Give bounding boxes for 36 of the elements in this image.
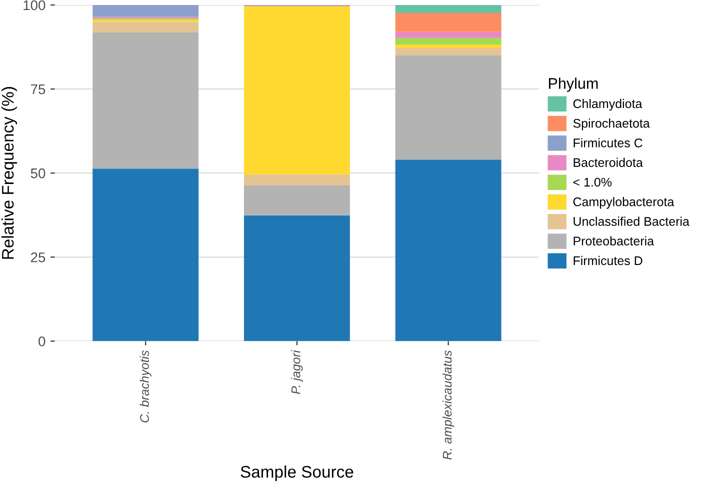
y-tick-label: 75 [30, 84, 46, 94]
x-tick-label: P. jagori [291, 350, 303, 394]
legend-label: Firmicutes C [574, 138, 642, 148]
bar [92, 22, 199, 33]
bar [395, 44, 502, 48]
legend-label: Spirochaetota [573, 118, 650, 130]
y-tick-label: 25 [30, 252, 46, 262]
legend-label: Unclassified Bacteria [574, 216, 690, 226]
bar [395, 38, 502, 45]
bar [92, 168, 199, 342]
x-tick-label: R. amplexicaudatus [442, 350, 454, 460]
y-tick-label: 0 [38, 336, 46, 346]
legend-label: Campylobacterota [573, 197, 674, 209]
legend-label: Firmicutes D [574, 256, 642, 266]
legend-label: Bacteroidota [574, 158, 643, 167]
bar [395, 13, 502, 32]
bar [244, 215, 350, 342]
bar [244, 6, 350, 174]
bar [395, 48, 502, 56]
legend-title: Phylum [548, 78, 598, 92]
legend-label: < 1.0% [573, 178, 612, 187]
bar [395, 55, 502, 160]
y-axis-title: Relative Frequency (%) [1, 87, 17, 259]
x-tick-label: C. brachyotis [140, 350, 152, 422]
legend-label: Chlamydiota [573, 98, 642, 111]
bar [244, 174, 350, 186]
bar [395, 160, 502, 342]
y-tick-label: 100 [24, 0, 46, 10]
bar [395, 32, 502, 38]
y-tick-label: 50 [30, 168, 46, 178]
bar [92, 32, 199, 169]
bar [395, 4, 502, 14]
bar [244, 185, 350, 216]
bar [92, 4, 199, 17]
x-axis-title: Sample Source [240, 465, 354, 482]
legend-label: Proteobacteria [574, 236, 654, 246]
